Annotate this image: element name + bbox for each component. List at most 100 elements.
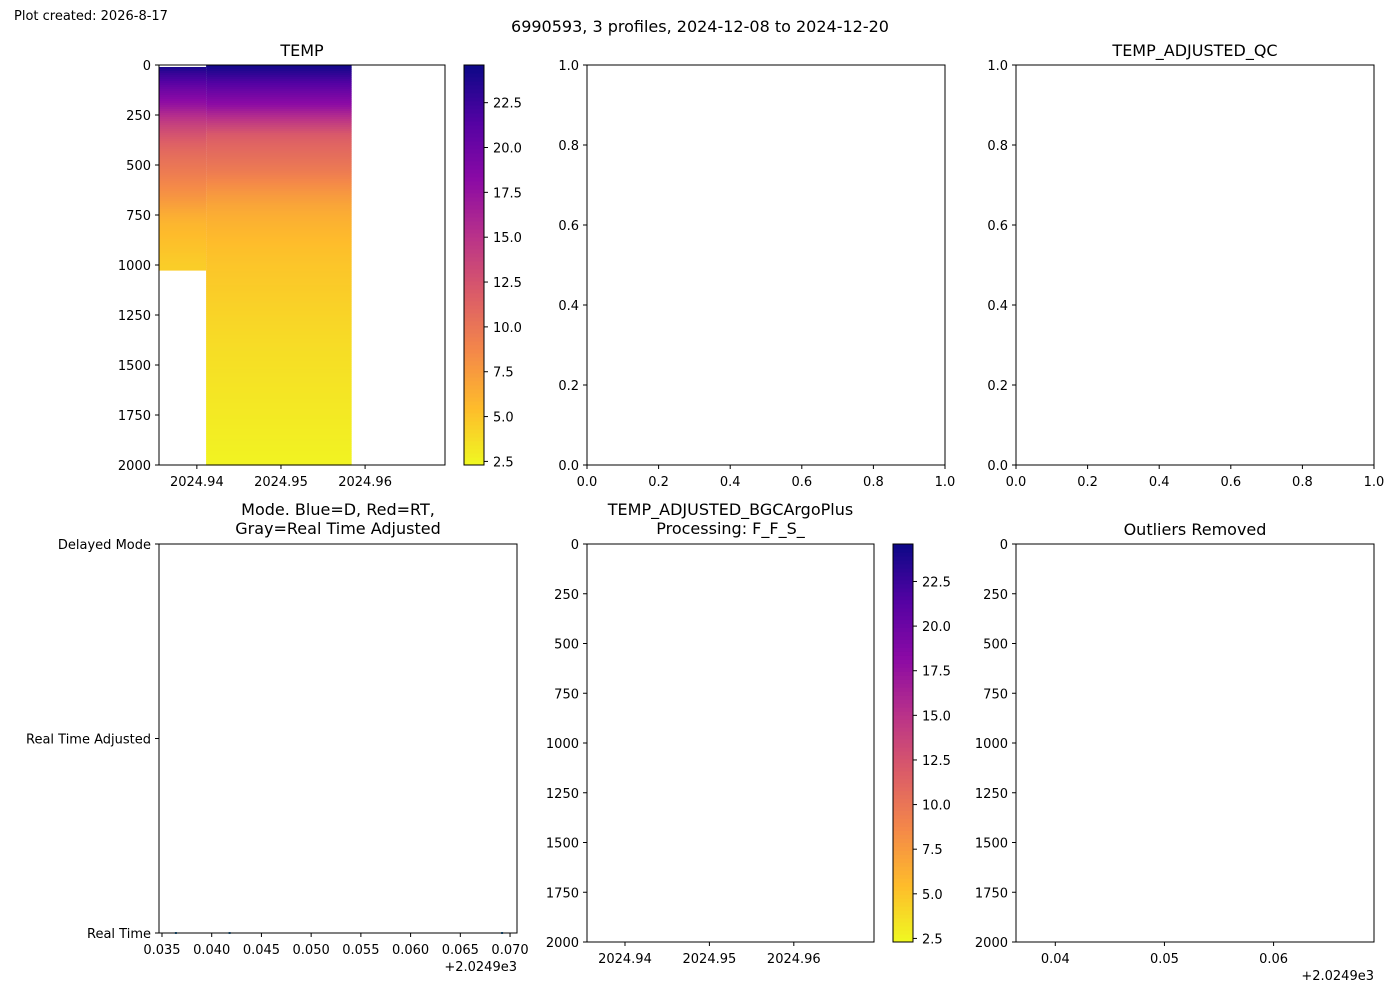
heatmap-cell — [206, 245, 352, 248]
colorbar-segment — [464, 249, 484, 254]
heatmap-cell — [206, 107, 352, 110]
colorbar-segment — [464, 281, 484, 286]
heatmap-cell — [159, 207, 207, 210]
colorbar-segment — [464, 353, 484, 358]
colorbar-tick-label: 22.5 — [493, 97, 522, 112]
heatmap-cell — [206, 411, 352, 414]
colorbar-segment — [464, 77, 484, 82]
colorbar-tick-label: 22.5 — [922, 575, 951, 590]
heatmap-cell — [159, 107, 207, 110]
heatmap-cell — [206, 189, 352, 192]
heatmap-cell — [206, 283, 352, 286]
colorbar-segment — [464, 417, 484, 422]
colorbar-segment — [464, 233, 484, 238]
heatmap-cell — [159, 125, 207, 128]
colorbar-segment — [893, 914, 913, 919]
heatmap-cell — [206, 453, 352, 456]
heatmap-cell — [159, 213, 207, 216]
x-tick-label: 0.055 — [342, 943, 379, 958]
y-tick-label: 0.8 — [987, 139, 1008, 154]
heatmap-cell — [159, 113, 207, 116]
colorbar-segment — [893, 659, 913, 664]
colorbar-segment — [893, 930, 913, 935]
y-tick-label: 1500 — [118, 359, 151, 374]
heatmap-cell — [159, 195, 207, 198]
colorbar-segment — [464, 341, 484, 346]
colorbar-segment — [464, 413, 484, 418]
heatmap-cell — [206, 261, 352, 264]
heatmap-cell — [159, 153, 207, 156]
heatmap-cell — [159, 265, 207, 268]
colorbar-segment — [893, 559, 913, 565]
colorbar-segment — [893, 727, 913, 732]
colorbar-segment — [464, 293, 484, 298]
y-tick-label: Real Time — [87, 927, 151, 942]
heatmap-cell — [206, 183, 352, 186]
heatmap-cell — [159, 263, 207, 266]
heatmap-cell — [159, 167, 207, 170]
heatmap-cell — [206, 205, 352, 208]
colorbar-segment — [893, 758, 913, 764]
colorbar-segment — [464, 421, 484, 426]
colorbar-segment — [464, 297, 484, 302]
colorbar-segment — [464, 209, 484, 214]
heatmap-cell — [159, 209, 207, 212]
y-tick-label: 1000 — [118, 259, 151, 274]
x-tick-label: 0.2 — [648, 475, 669, 490]
y-tick-label: 1750 — [118, 409, 151, 424]
axes-frame — [158, 543, 518, 934]
colorbar-tick-label: 20.0 — [493, 142, 522, 157]
colorbar-segment — [464, 229, 484, 234]
heatmap-cell — [206, 351, 352, 354]
heatmap-cell — [206, 137, 352, 140]
heatmap-cell — [206, 387, 352, 390]
y-tick-label: 500 — [126, 159, 151, 174]
heatmap-cell — [159, 87, 207, 90]
x-tick-label: 2024.96 — [338, 475, 392, 490]
heatmap-cell — [206, 149, 352, 152]
heatmap-cell — [159, 261, 207, 264]
heatmap-cell — [159, 109, 207, 112]
heatmap-cell — [206, 437, 352, 440]
heatmap-cell — [206, 337, 352, 340]
colorbar-segment — [464, 137, 484, 142]
y-tick-label: 0.0 — [558, 459, 579, 474]
colorbar-segment — [893, 731, 913, 736]
heatmap-cell — [206, 303, 352, 306]
colorbar-segment — [464, 257, 484, 262]
heatmap-cell — [206, 167, 352, 170]
heatmap-cell — [159, 257, 207, 260]
y-tick-label: 0 — [571, 538, 579, 553]
heatmap-cell — [159, 231, 207, 234]
colorbar-segment — [464, 457, 484, 462]
axes-frame — [1015, 64, 1375, 466]
colorbar-segment — [893, 774, 913, 780]
y-tick-label: 1250 — [975, 787, 1008, 802]
colorbar-segment — [893, 826, 913, 832]
colorbar-tick-label: 5.0 — [922, 888, 943, 903]
heatmap-cell — [206, 369, 352, 372]
heatmap-cell — [206, 119, 352, 122]
x-tick-label: 2024.94 — [170, 475, 224, 490]
colorbar-segment — [893, 894, 913, 899]
colorbar-segment — [893, 882, 913, 887]
heatmap-cell — [159, 157, 207, 160]
colorbar-segment — [464, 117, 484, 122]
heatmap-cell — [159, 103, 207, 106]
heatmap-cell — [159, 205, 207, 208]
colorbar-segment — [464, 381, 484, 386]
heatmap-cell — [206, 265, 352, 268]
heatmap-cell — [206, 353, 352, 356]
chart-title: TEMP_ADJUSTED_QC — [1111, 41, 1277, 61]
heatmap-cell — [206, 417, 352, 420]
colorbar-segment — [893, 739, 913, 744]
heatmap-cell — [206, 131, 352, 134]
colorbar-segment — [464, 173, 484, 178]
y-tick-label: 250 — [983, 588, 1008, 603]
heatmap-cell — [206, 171, 352, 174]
heatmap-cell — [206, 129, 352, 132]
heatmap-cell — [159, 111, 207, 114]
x-tick-label: 0.2 — [1077, 475, 1098, 490]
x-tick-label: 0.035 — [143, 943, 180, 958]
colorbar-segment — [464, 357, 484, 362]
